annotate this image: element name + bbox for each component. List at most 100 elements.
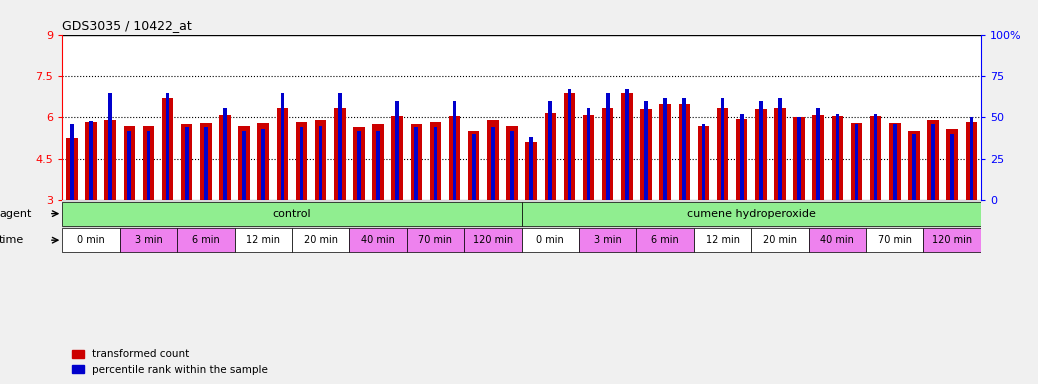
Bar [276,108,289,200]
Bar [813,115,824,200]
Bar [124,126,135,200]
Bar [720,98,725,200]
Bar [522,228,579,252]
Bar [235,228,292,252]
Bar [338,93,342,200]
Bar [621,93,632,200]
Bar [793,118,804,200]
Bar [645,101,648,200]
Bar [468,131,480,200]
Bar [296,122,307,200]
Bar [522,202,981,225]
Bar [809,228,866,252]
Text: 40 min: 40 min [820,235,854,245]
Bar [755,109,767,200]
Bar [564,93,575,200]
Bar [448,116,461,200]
Bar [119,228,177,252]
Bar [491,127,495,200]
Bar [774,108,786,200]
Bar [395,101,399,200]
Bar [108,93,112,200]
Bar [529,137,532,200]
Bar [659,104,671,200]
Bar [464,228,522,252]
Bar [947,129,958,200]
Bar [866,228,924,252]
Bar [586,108,591,200]
Text: 20 min: 20 min [304,235,337,245]
Bar [693,228,752,252]
Bar [931,124,935,200]
Bar [200,123,212,200]
Bar [177,228,235,252]
Bar [128,131,131,200]
Bar [434,127,437,200]
Text: control: control [273,209,311,218]
Bar [606,93,609,200]
Bar [890,123,901,200]
Bar [300,127,303,200]
Bar [583,115,595,200]
Text: cumene hydroperoxide: cumene hydroperoxide [687,209,816,218]
Text: 12 min: 12 min [246,235,280,245]
Text: 20 min: 20 min [763,235,797,245]
Bar [373,124,384,200]
Bar [430,122,441,200]
Bar [969,118,974,200]
Bar [663,98,667,200]
Bar [636,228,693,252]
Bar [204,127,208,200]
Text: 3 min: 3 min [594,235,622,245]
Bar [568,89,571,200]
Bar [702,124,705,200]
Bar [740,114,743,200]
Bar [854,124,858,200]
Bar [292,228,350,252]
Bar [315,120,326,200]
Bar [507,126,518,200]
Bar [640,109,652,200]
Text: 0 min: 0 min [537,235,565,245]
Bar [912,134,916,200]
Bar [334,108,346,200]
Text: 120 min: 120 min [473,235,513,245]
Bar [242,131,246,200]
Text: GDS3035 / 10422_at: GDS3035 / 10422_at [62,19,192,32]
Bar [407,228,464,252]
Bar [280,93,284,200]
Text: 6 min: 6 min [192,235,220,245]
Text: 120 min: 120 min [932,235,973,245]
Bar [545,113,556,200]
Bar [62,202,522,225]
Bar [893,124,897,200]
Bar [181,124,192,200]
Bar [219,115,230,200]
Text: 40 min: 40 min [361,235,395,245]
Text: 70 min: 70 min [418,235,453,245]
Legend: transformed count, percentile rank within the sample: transformed count, percentile rank withi… [67,345,273,379]
Text: 6 min: 6 min [651,235,679,245]
Text: 12 min: 12 min [706,235,739,245]
Bar [778,98,782,200]
Bar [70,124,74,200]
Bar [487,120,498,200]
Bar [625,89,629,200]
Bar [836,114,839,200]
Bar [411,124,422,200]
Bar [472,134,475,200]
Bar [142,126,154,200]
Bar [146,131,151,200]
Bar [851,123,863,200]
Bar [736,119,747,200]
Text: 3 min: 3 min [135,235,162,245]
Text: agent: agent [0,209,31,218]
Bar [797,118,801,200]
Bar [679,104,690,200]
Bar [162,98,173,200]
Bar [579,228,636,252]
Bar [319,126,323,200]
Text: time: time [0,235,24,245]
Bar [698,126,709,200]
Bar [257,123,269,200]
